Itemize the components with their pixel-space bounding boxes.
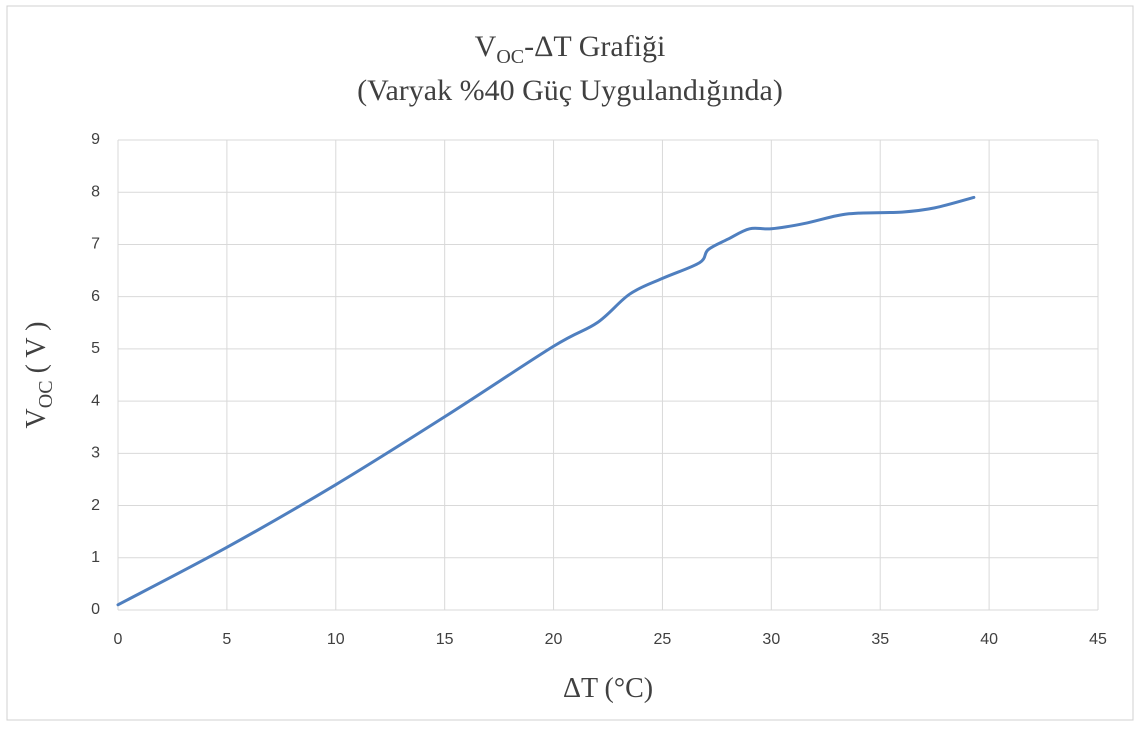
chart-subtitle: (Varyak %40 Güç Uygulandığında) <box>357 74 783 107</box>
y-tick-label: 6 <box>91 288 100 305</box>
title-part: V <box>475 30 497 63</box>
x-tick-label: 5 <box>222 631 231 648</box>
x-tick-label: 45 <box>1089 631 1107 648</box>
x-tick-label: 0 <box>114 631 123 648</box>
y-label-sub: OC <box>35 380 57 408</box>
y-tick-label: 7 <box>91 236 100 253</box>
y-tick-label: 8 <box>91 183 100 200</box>
y-label-part: V <box>21 408 52 428</box>
data-line <box>116 195 976 607</box>
y-tick-label: 9 <box>91 131 100 148</box>
x-tick-label: 10 <box>327 631 345 648</box>
x-tick-label: 25 <box>654 631 672 648</box>
x-tick-label: 30 <box>762 631 780 648</box>
y-label-part: ( V ) <box>21 322 52 381</box>
x-tick-label: 35 <box>871 631 889 648</box>
chart-border <box>6 5 1134 721</box>
x-axis-label: ΔT (°C) <box>563 673 653 704</box>
x-tick-label: 40 <box>980 631 998 648</box>
title-sub: OC <box>496 46 524 68</box>
y-tick-label: 1 <box>91 549 100 566</box>
chart-title: VOC-ΔT Grafiği <box>475 30 666 68</box>
x-tick-label: 15 <box>436 631 454 648</box>
y-axis-label: VOC ( V ) <box>21 322 57 429</box>
y-tick-label: 5 <box>91 340 100 357</box>
x-tick-label: 20 <box>545 631 563 648</box>
y-tick-label: 4 <box>91 392 100 409</box>
title-part: -ΔT Grafiği <box>524 30 665 63</box>
y-tick-label: 2 <box>91 497 100 514</box>
y-tick-label: 3 <box>91 445 100 462</box>
y-tick-label: 0 <box>91 601 100 618</box>
